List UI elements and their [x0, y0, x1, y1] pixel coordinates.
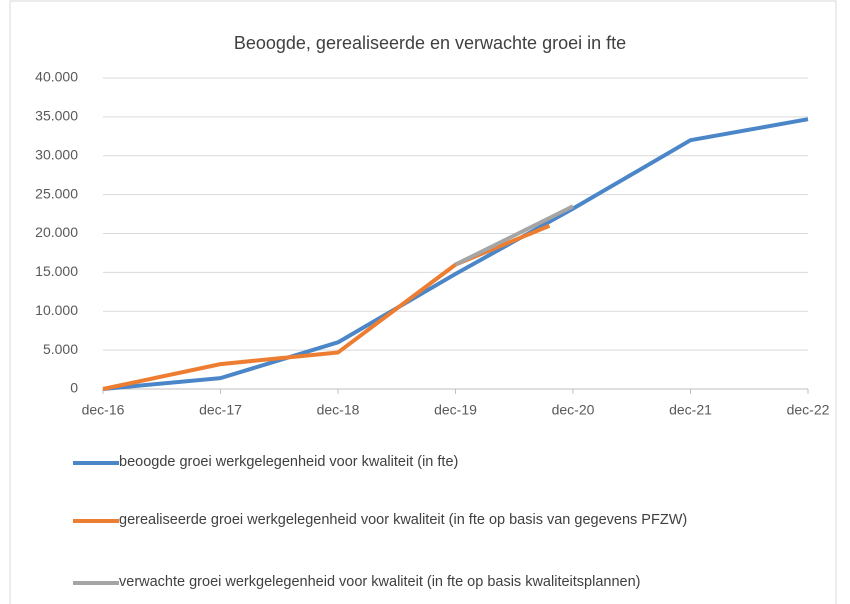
- series-line: [102, 223, 551, 391]
- x-tick-label: dec-21: [669, 402, 712, 418]
- chart-title: Beoogde, gerealiseerde en verwachte groe…: [234, 33, 626, 53]
- legend-swatch: [73, 519, 119, 523]
- y-tick-label: 5.000: [43, 341, 78, 357]
- y-tick-label: 0: [70, 380, 78, 396]
- y-tick-label: 30.000: [35, 146, 78, 162]
- chart-border: [9, 0, 837, 604]
- legend-swatch: [73, 581, 119, 585]
- legend-label: verwachte groei werkgelegenheid voor kwa…: [119, 574, 641, 590]
- x-tick-label: dec-20: [552, 402, 595, 418]
- legend-item: verwachte groei werkgelegenheid voor kwa…: [73, 570, 809, 595]
- legend-label: gerealiseerde groei werkgelegenheid voor…: [119, 512, 688, 528]
- y-tick-label: 20.000: [35, 224, 78, 240]
- y-tick-label: 15.000: [35, 263, 78, 279]
- x-tick-label: dec-19: [434, 402, 477, 418]
- y-tick-label: 25.000: [35, 185, 78, 201]
- series-line: [454, 204, 574, 267]
- legend-item: gerealiseerde groei werkgelegenheid voor…: [73, 508, 809, 533]
- y-tick-label: 35.000: [35, 108, 78, 124]
- y-tick-label: 10.000: [35, 302, 78, 318]
- y-tick-label: 40.000: [35, 69, 78, 85]
- legend-item: beoogde groei werkgelegenheid voor kwali…: [73, 450, 809, 475]
- x-tick-label: dec-17: [199, 402, 242, 418]
- series-line: [102, 117, 809, 391]
- x-tick-label: dec-16: [82, 402, 125, 418]
- x-tick-label: dec-22: [787, 402, 830, 418]
- x-tick-label: dec-18: [317, 402, 360, 418]
- legend-label: beoogde groei werkgelegenheid voor kwali…: [119, 454, 459, 470]
- legend-swatch: [73, 461, 119, 465]
